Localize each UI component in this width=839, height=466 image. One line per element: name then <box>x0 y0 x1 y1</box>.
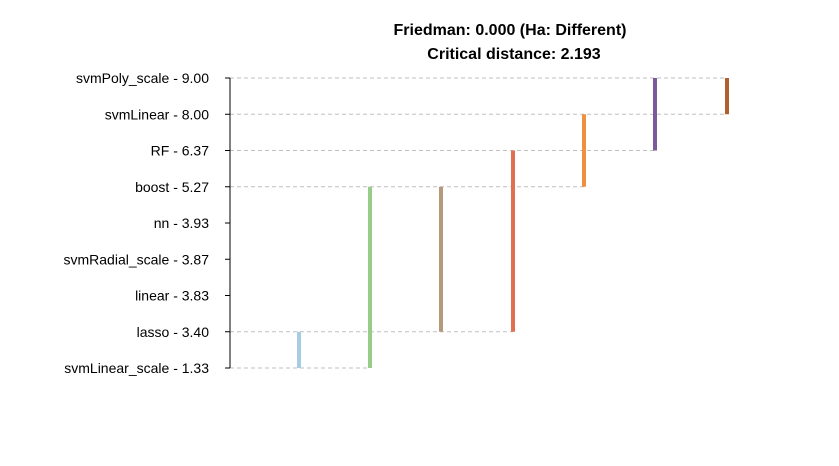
label-svmLinear_scale: svmLinear_scale - 1.33 <box>64 360 209 376</box>
group-bar-4 <box>511 150 515 332</box>
chart-title: Friedman: 0.000 (Ha: Different) <box>394 22 627 39</box>
label-RF: RF - 6.37 <box>151 143 210 159</box>
label-svmRadial_scale: svmRadial_scale - 3.87 <box>63 251 209 267</box>
group-bar-1 <box>297 331 301 368</box>
label-svmPoly_scale: svmPoly_scale - 9.00 <box>76 70 209 86</box>
label-lasso: lasso - 3.40 <box>137 324 210 340</box>
label-layer: svmPoly_scale - 9.00 svmLinear - 8.00 RF -… <box>63 70 230 376</box>
grid-layer <box>230 77 727 369</box>
label-svmLinear: svmLinear - 8.00 <box>105 106 209 122</box>
group-bar-2 <box>368 186 372 368</box>
group-bar-6 <box>653 78 657 151</box>
label-boost: boost - 5.27 <box>135 179 209 195</box>
label-linear: linear - 3.83 <box>135 288 209 304</box>
group-bars <box>297 78 729 368</box>
label-nn: nn - 3.93 <box>154 215 209 231</box>
group-bar-5 <box>582 114 586 187</box>
group-bar-7 <box>725 78 729 115</box>
chart-subtitle: Critical distance: 2.193 <box>427 46 601 63</box>
group-bar-3 <box>439 186 443 332</box>
